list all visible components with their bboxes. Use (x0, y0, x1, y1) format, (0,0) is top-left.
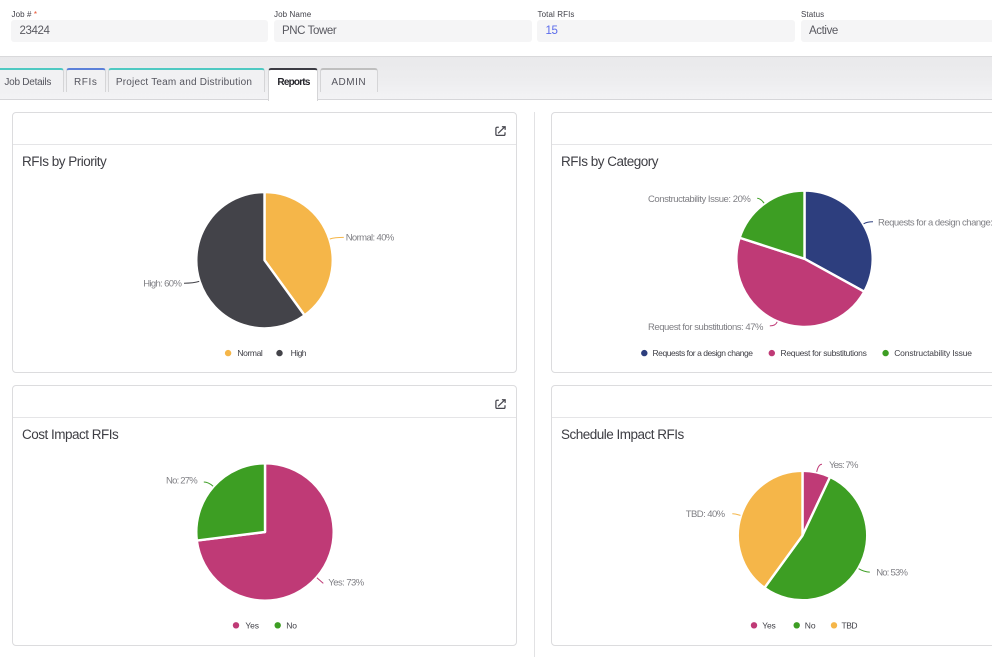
svg-text:Normal: 40%: Normal: 40% (346, 233, 395, 244)
svg-text:No: No (286, 620, 297, 630)
svg-text:TBD: 40%: TBD: 40% (686, 509, 726, 520)
svg-text:Constructability Issue: 20%: Constructability Issue: 20% (648, 194, 751, 205)
svg-text:Requests for a design change:: Requests for a design change: 33% (878, 217, 992, 228)
svg-text:Normal: Normal (237, 348, 263, 358)
svg-text:Yes: Yes (762, 620, 775, 630)
svg-text:Yes: 7%: Yes: 7% (829, 460, 859, 471)
svg-text:Request for substitutions: 47%: Request for substitutions: 47% (648, 322, 764, 333)
svg-text:Requests for a design change: Requests for a design change (653, 348, 754, 358)
svg-text:No: 53%: No: 53% (876, 567, 908, 578)
svg-text:Yes: Yes (245, 620, 258, 630)
svg-text:High: High (291, 348, 307, 358)
svg-text:TBD: TBD (842, 620, 858, 630)
svg-text:No: 27%: No: 27% (166, 476, 198, 487)
svg-text:Constructability Issue: Constructability Issue (894, 348, 972, 358)
svg-text:High: 60%: High: 60% (143, 279, 182, 290)
svg-text:No: No (805, 620, 816, 630)
svg-text:Yes: 73%: Yes: 73% (328, 578, 364, 589)
svg-text:Request for substitutions: Request for substitutions (781, 348, 867, 358)
